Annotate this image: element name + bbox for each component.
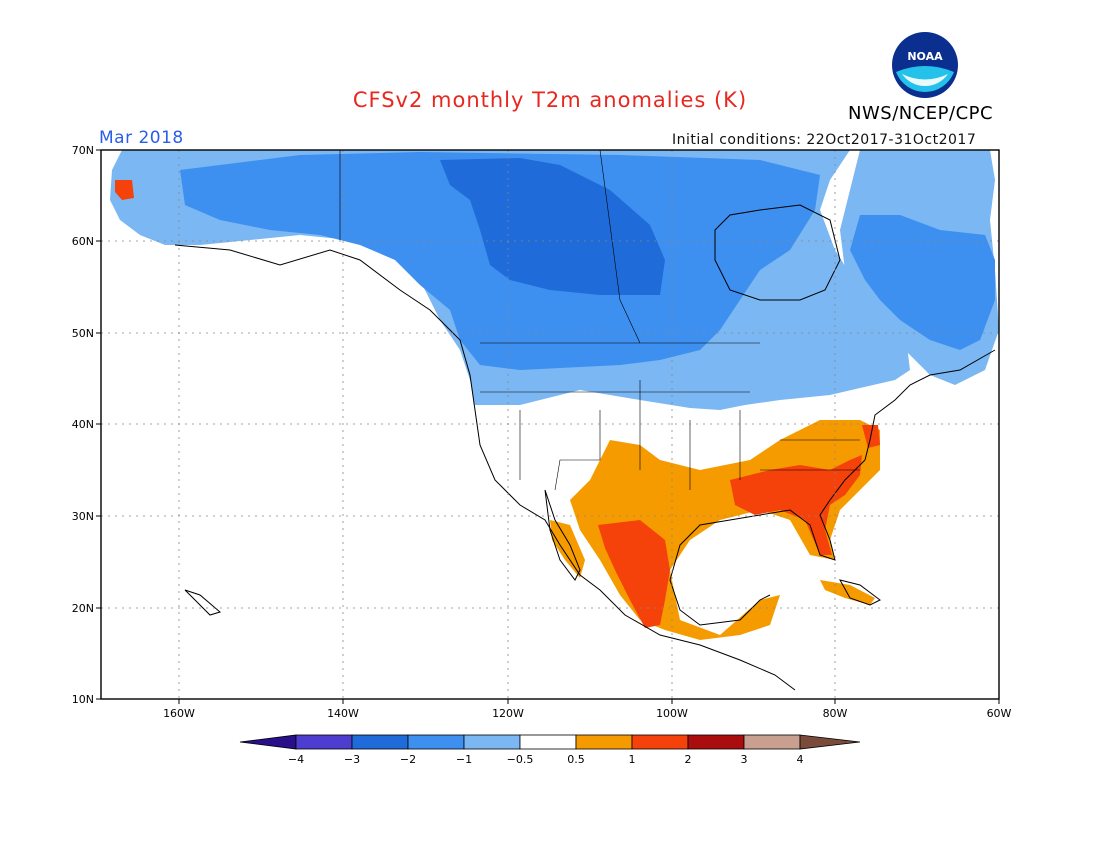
noaa-logo: NOAA xyxy=(892,32,958,98)
political-borders xyxy=(339,150,860,491)
colorbar-cell xyxy=(519,734,577,750)
colorbar-tick-label: 1 xyxy=(629,753,636,766)
colorbar xyxy=(239,734,861,750)
colorbar-cell xyxy=(631,734,689,750)
latitude-labels: 70N 60N 50N 40N 30N 20N 10N xyxy=(72,144,94,706)
graticule xyxy=(101,150,999,699)
lat-label: 30N xyxy=(72,510,94,523)
colorbar-cell xyxy=(239,734,297,750)
lon-label: 160W xyxy=(163,707,195,720)
colorbar-cell xyxy=(351,734,409,750)
lat-label: 40N xyxy=(72,418,94,431)
colorbar-tick-label: −2 xyxy=(400,753,416,766)
axis-ticks xyxy=(96,149,1000,704)
lat-label: 10N xyxy=(72,693,94,706)
colorbar-tick-label: 4 xyxy=(797,753,804,766)
colorbar-tick-label: −3 xyxy=(344,753,360,766)
lat-label: 50N xyxy=(72,327,94,340)
initial-conditions-label: Initial conditions: 22Oct2017-31Oct2017 xyxy=(672,132,977,148)
coastlines xyxy=(174,204,996,691)
longitude-labels: 160W 140W 120W 100W 80W 60W xyxy=(163,707,1011,720)
lat-label: 60N xyxy=(72,235,94,248)
colorbar-tick-label: 2 xyxy=(685,753,692,766)
agency-label: NWS/NCEP/CPC xyxy=(848,103,994,124)
colorbar-cell xyxy=(743,734,801,750)
colorbar-cell xyxy=(407,734,465,750)
colorbar-cell xyxy=(575,734,633,750)
colorbar-tick-label: 0.5 xyxy=(567,753,585,766)
colorbar-tick-label: −1 xyxy=(456,753,472,766)
anomaly-region-red-mexico xyxy=(598,520,670,628)
valid-month-label: Mar 2018 xyxy=(99,128,184,148)
lon-label: 120W xyxy=(492,707,524,720)
lon-label: 140W xyxy=(327,707,359,720)
lon-label: 60W xyxy=(987,707,1012,720)
anomaly-region-dark-blue xyxy=(440,158,665,295)
lat-label: 70N xyxy=(72,144,94,157)
colorbar-cell xyxy=(295,734,353,750)
anomaly-region-blue-east xyxy=(850,215,995,350)
noaa-logo-text: NOAA xyxy=(907,50,943,63)
colorbar-cell xyxy=(799,734,861,750)
lon-label: 100W xyxy=(656,707,688,720)
colorbar-tick-label: 3 xyxy=(741,753,748,766)
colorbar-cell xyxy=(463,734,521,750)
anomaly-region-red-southeast xyxy=(730,455,862,555)
colorbar-labels: −4 −3 −2 −1 −0.5 0.5 1 2 3 4 xyxy=(288,753,804,766)
colorbar-tick-label: −4 xyxy=(288,753,304,766)
anomaly-region-red-alaska xyxy=(115,180,134,200)
map-title: CFSv2 monthly T2m anomalies (K) xyxy=(352,88,748,112)
lon-label: 80W xyxy=(823,707,848,720)
anomaly-region-orange-baja xyxy=(550,520,585,578)
colorbar-tick-label: −0.5 xyxy=(507,753,534,766)
map-field xyxy=(110,150,999,640)
lat-label: 20N xyxy=(72,602,94,615)
colorbar-cell xyxy=(687,734,745,750)
